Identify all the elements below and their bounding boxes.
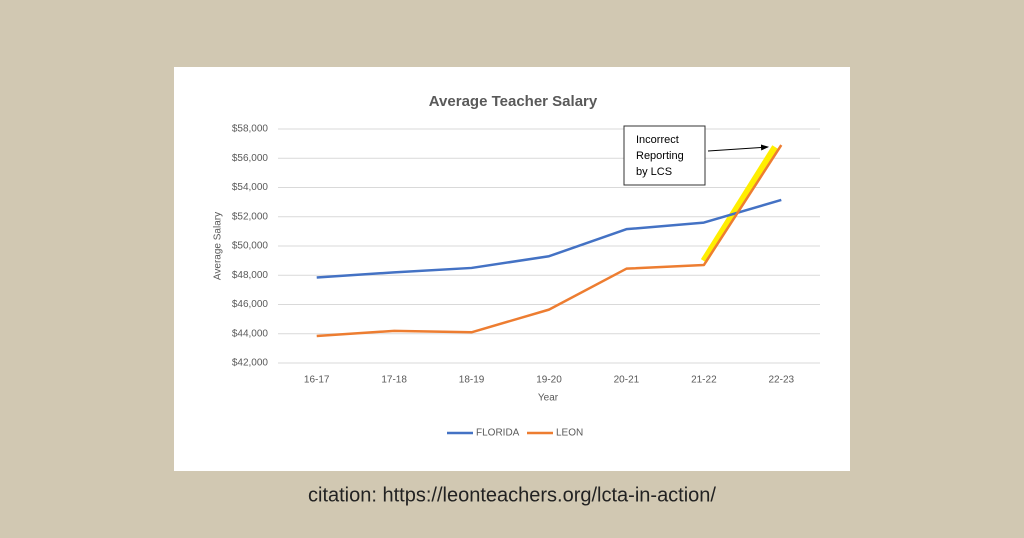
y-tick-label: $48,000	[232, 270, 269, 281]
chart-panel	[174, 67, 850, 471]
annotation-arrow	[707, 144, 769, 152]
plot: $42,000 $44,000 $46,000 $48,000 $50,000 $52,0…	[232, 124, 820, 439]
y-tick-label: $46,000	[232, 299, 269, 310]
y-tick-label: $56,000	[232, 153, 269, 164]
chart-title: Average Teacher Salary	[429, 93, 598, 110]
x-tick-label: 21-22	[691, 375, 717, 386]
y-tick-label: $50,000	[232, 241, 269, 252]
highlight	[700, 145, 779, 263]
x-tick-label: 17-18	[381, 375, 407, 386]
x-tick-label: 18-19	[459, 375, 485, 386]
annotation-line: Reporting	[636, 150, 684, 162]
citation: citation: https://leonteachers.org/lcta-…	[308, 484, 716, 506]
y-axis-label: Average Salary	[213, 212, 224, 280]
annotation-line: Incorrect	[636, 134, 679, 146]
legend-label: LEON	[556, 428, 583, 439]
x-tick-label: 22-23	[768, 375, 794, 386]
y-tick-label: $58,000	[232, 124, 269, 135]
x-tick-label: 20-21	[614, 375, 640, 386]
y-tick-label: $44,000	[232, 328, 269, 339]
annotation-box	[623, 125, 706, 186]
x-tick-label: 19-20	[536, 375, 562, 386]
annotation-line: by LCS	[636, 166, 672, 178]
legend-label: FLORIDA	[476, 428, 520, 439]
x-tick-label: 16-17	[304, 375, 330, 386]
series-line	[316, 144, 783, 338]
y-tick-label: $54,000	[232, 182, 269, 193]
series-line	[316, 198, 782, 279]
y-tick-label: $42,000	[232, 358, 269, 369]
y-tick-label: $52,000	[232, 211, 269, 222]
x-axis-label: Year	[538, 393, 559, 404]
